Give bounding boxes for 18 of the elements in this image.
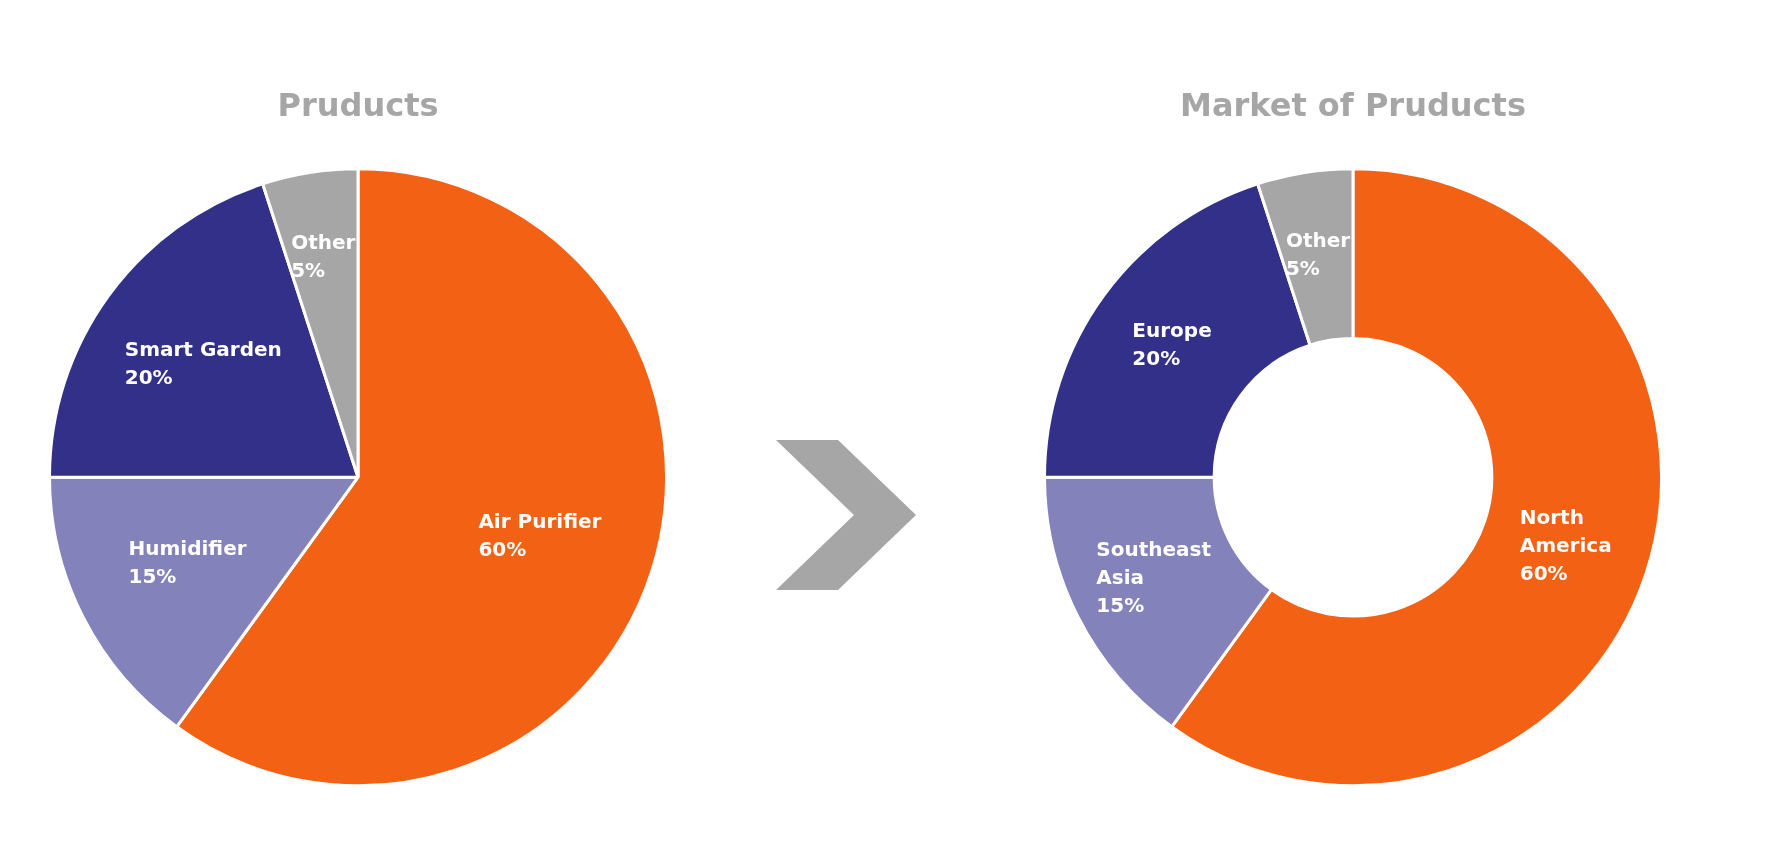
slice-label: Air Purifier [478,508,602,533]
data-label: 60% [1519,560,1568,585]
chart-title: Pruducts [277,85,439,124]
data-label: 15% [128,564,177,589]
slice-label: Other [1285,228,1351,253]
slice-label: North America [1519,504,1612,557]
data-label: 60% [478,536,527,561]
slice-label: Humidifier [128,536,247,561]
data-label: 15% [1096,592,1145,617]
data-label: 5% [1285,256,1320,281]
chart-title: Market of Pruducts [1180,85,1526,124]
data-label: 20% [124,364,173,389]
data-label: 20% [1132,345,1181,370]
slice-label: Smart Garden [124,336,282,361]
slice-label: Other [291,230,356,255]
slice-label: Europe [1132,317,1212,342]
slice-label: Southeast Asia [1096,536,1212,589]
data-label: 5% [291,258,326,283]
